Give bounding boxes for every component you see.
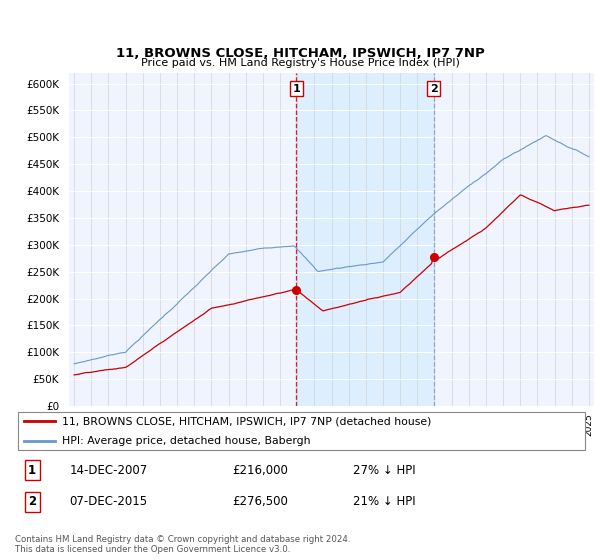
Text: 2: 2 [28,496,36,508]
Text: 14-DEC-2007: 14-DEC-2007 [70,464,148,477]
Text: £216,000: £216,000 [233,464,289,477]
Text: 27% ↓ HPI: 27% ↓ HPI [353,464,416,477]
FancyBboxPatch shape [18,412,585,450]
Text: 07-DEC-2015: 07-DEC-2015 [70,496,148,508]
Text: 1: 1 [293,84,301,94]
Bar [296,73,434,406]
Text: 11, BROWNS CLOSE, HITCHAM, IPSWICH, IP7 7NP: 11, BROWNS CLOSE, HITCHAM, IPSWICH, IP7 … [116,46,484,60]
Text: £276,500: £276,500 [233,496,289,508]
Text: Contains HM Land Registry data © Crown copyright and database right 2024.
This d: Contains HM Land Registry data © Crown c… [15,535,350,554]
Text: Price paid vs. HM Land Registry's House Price Index (HPI): Price paid vs. HM Land Registry's House … [140,58,460,68]
Text: HPI: Average price, detached house, Babergh: HPI: Average price, detached house, Babe… [62,436,310,446]
Text: 21% ↓ HPI: 21% ↓ HPI [353,496,416,508]
Text: 11, BROWNS CLOSE, HITCHAM, IPSWICH, IP7 7NP (detached house): 11, BROWNS CLOSE, HITCHAM, IPSWICH, IP7 … [62,417,431,426]
Text: 1: 1 [28,464,36,477]
Text: 2: 2 [430,84,437,94]
